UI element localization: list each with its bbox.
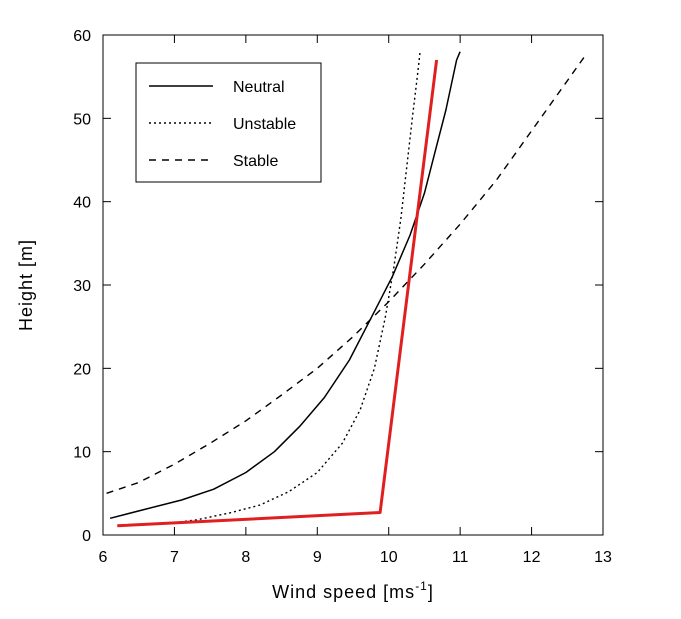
legend: Neutral Unstable Stable — [135, 62, 322, 183]
series-line-unstable — [160, 51, 421, 525]
series-line-neutral — [109, 51, 461, 520]
series-layer — [106, 51, 586, 528]
y-tick-label: 30 — [73, 278, 91, 295]
series-line-stable — [106, 55, 586, 494]
x-axis-label-superscript: -1 — [415, 579, 428, 593]
legend-label-neutral: Neutral — [233, 79, 285, 96]
y-tick-label: 50 — [73, 111, 91, 128]
x-tick-label: 10 — [380, 549, 398, 566]
legend-label-unstable: Unstable — [233, 116, 296, 133]
tick-labels: 6 7 8 9 10 11 12 13 0 10 20 30 40 50 60 — [73, 28, 612, 566]
x-tick-label: 9 — [313, 549, 322, 566]
axis-ticks — [102, 34, 604, 536]
legend-label-stable: Stable — [233, 153, 278, 170]
x-tick-label: 11 — [452, 549, 469, 566]
legend-items: Neutral Unstable Stable — [149, 79, 296, 170]
y-tick-label: 40 — [73, 195, 91, 212]
legend-box — [135, 62, 322, 183]
series-line-measured — [117, 59, 439, 528]
y-tick-label: 0 — [82, 528, 91, 545]
x-tick-label: 13 — [594, 549, 612, 566]
x-tick-label: 6 — [99, 549, 108, 566]
x-tick-label: 7 — [170, 549, 179, 566]
x-axis-label-end: ] — [428, 582, 434, 602]
y-tick-label: 10 — [73, 445, 91, 462]
y-axis-label: Height [m] — [16, 239, 36, 331]
y-tick-label: 20 — [73, 361, 91, 378]
x-axis-label: Wind speed [ms-1] — [272, 579, 434, 602]
y-tick-label: 60 — [73, 28, 91, 45]
x-axis-label-main: Wind speed [ms — [272, 582, 415, 602]
x-tick-label: 8 — [241, 549, 250, 566]
x-tick-label: 12 — [523, 549, 541, 566]
